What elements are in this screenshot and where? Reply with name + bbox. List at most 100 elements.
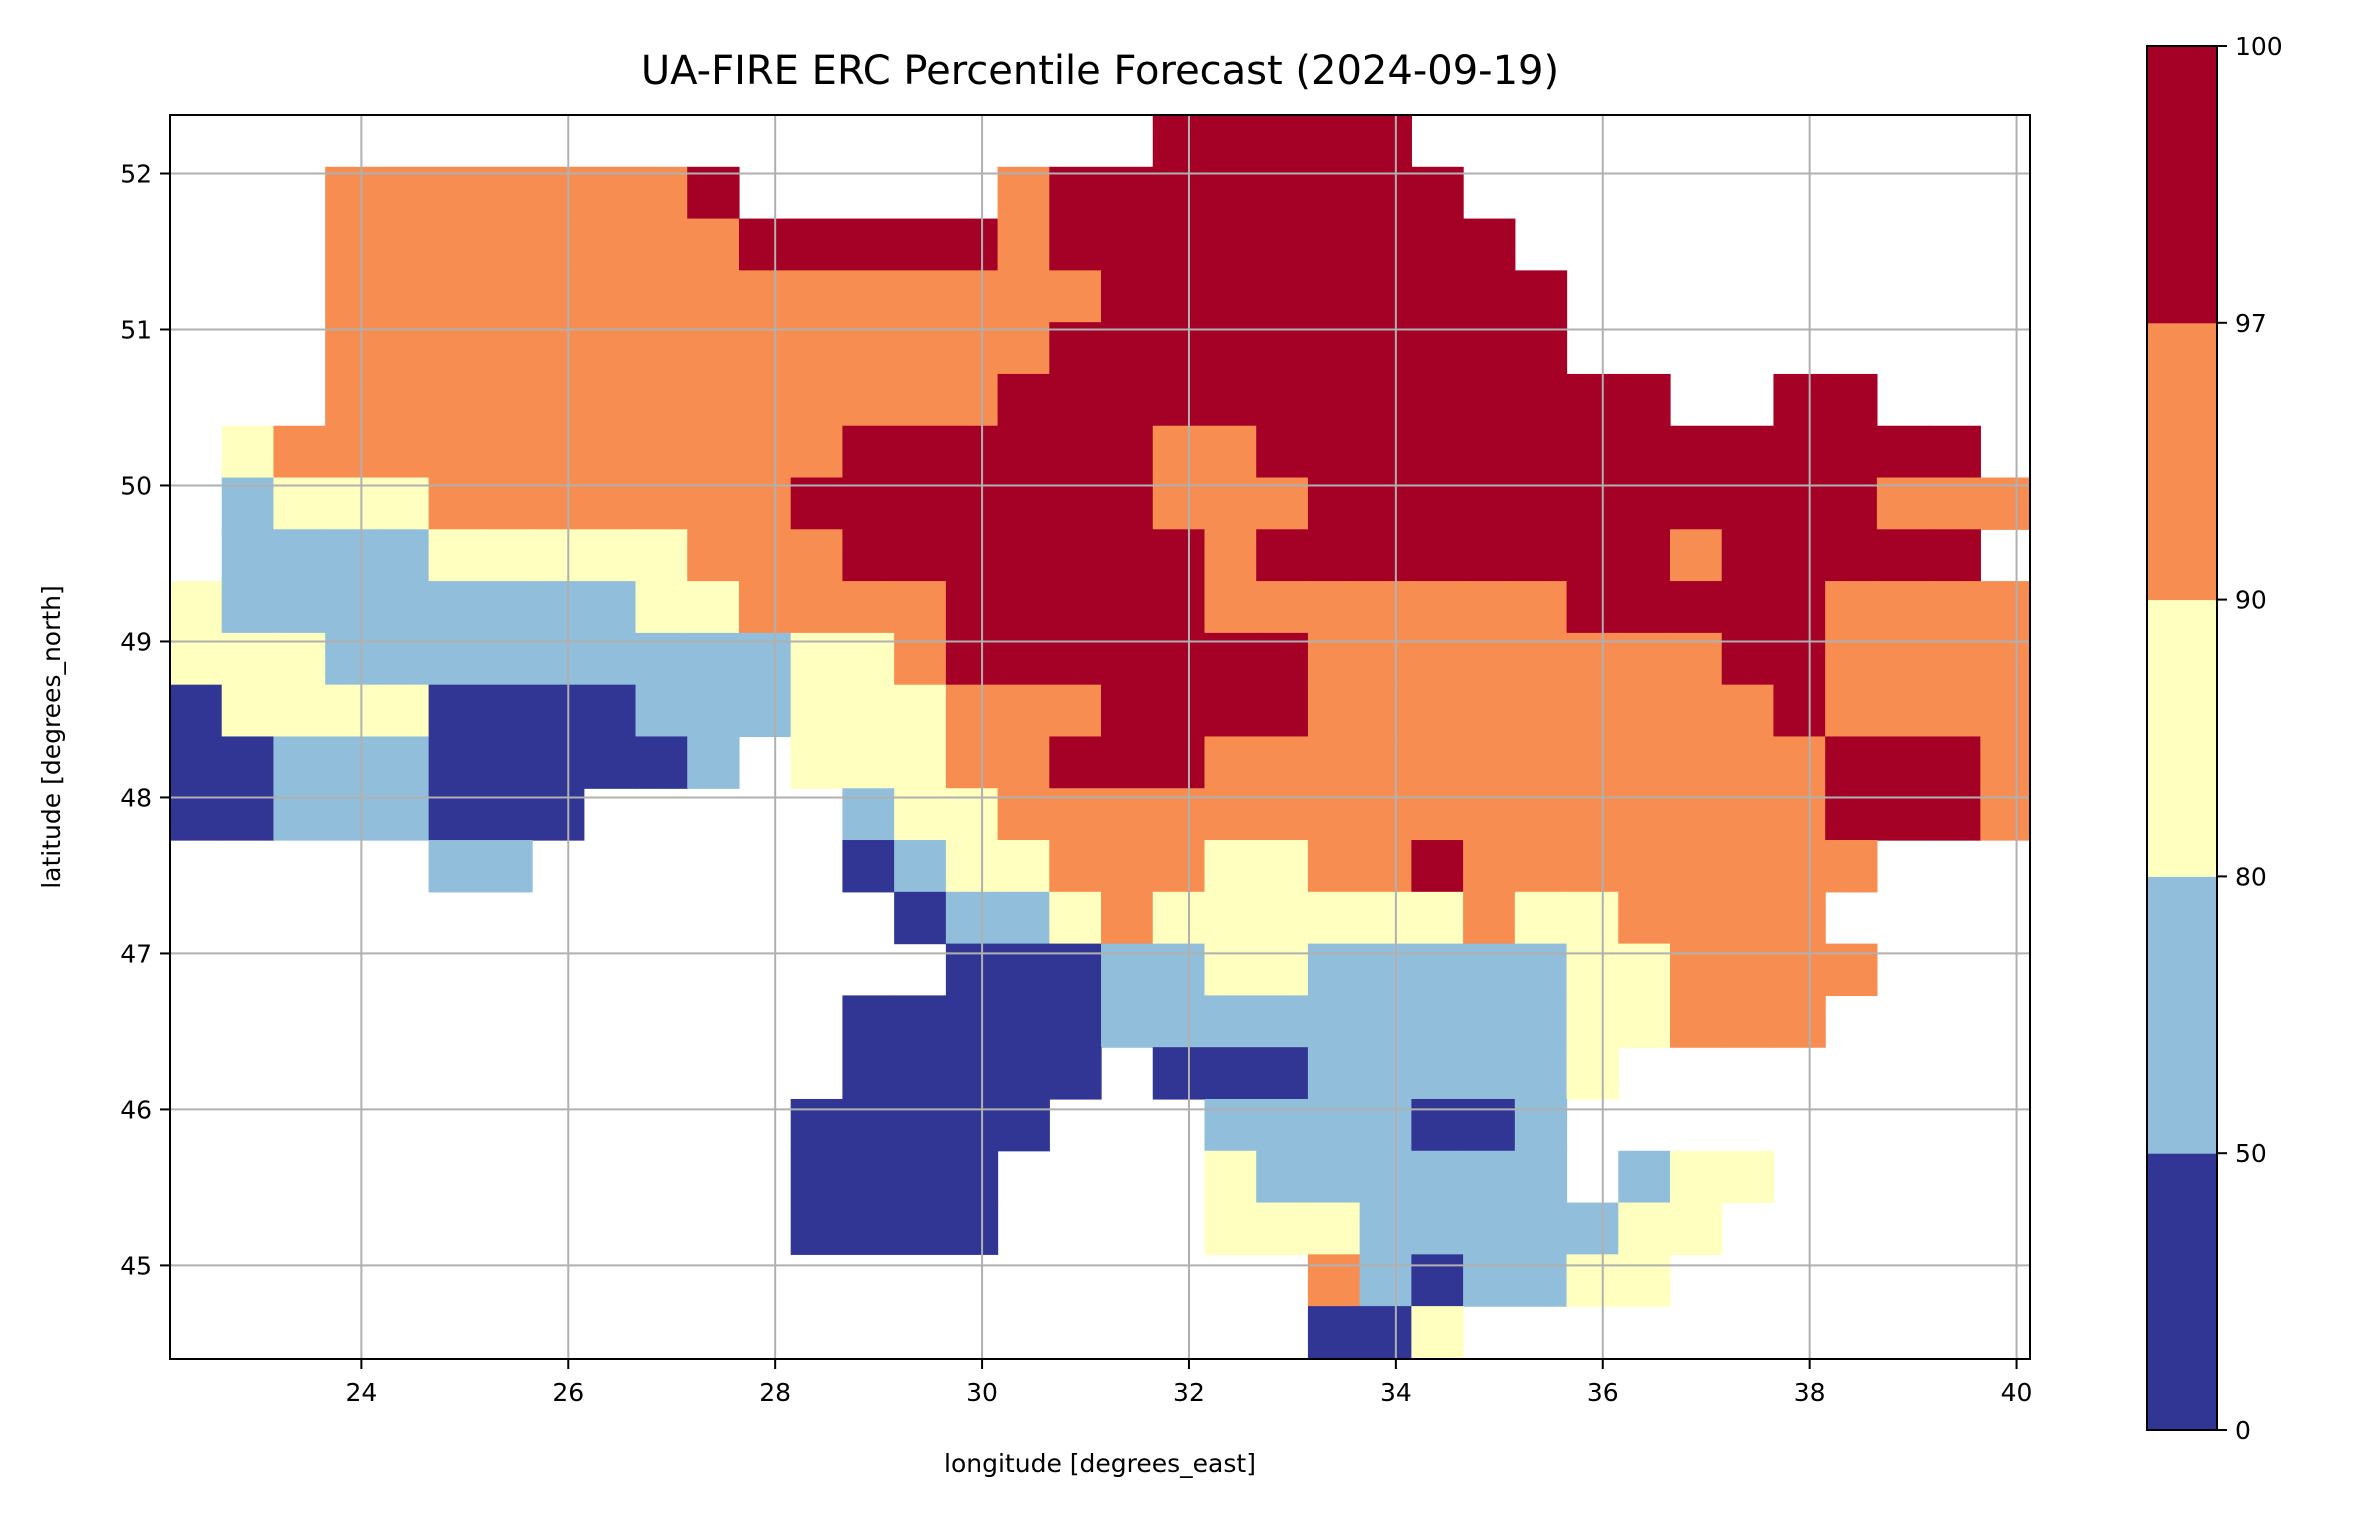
heatmap-cell xyxy=(1359,270,1412,323)
heatmap-cell xyxy=(1152,995,1206,1048)
heatmap-cell xyxy=(894,425,947,479)
y-tick-label: 48 xyxy=(120,783,152,812)
heatmap-cell xyxy=(842,425,895,479)
heatmap-cell xyxy=(1256,943,1309,996)
heatmap-cell xyxy=(997,218,1050,271)
heatmap-cell xyxy=(1670,1202,1723,1255)
y-axis-label: latitude [degrees_north] xyxy=(37,585,66,889)
heatmap-cell xyxy=(1101,736,1154,789)
heatmap-cell xyxy=(1204,115,1257,168)
heatmap-cell xyxy=(1307,788,1361,841)
x-axis-label: longitude [degrees_east] xyxy=(944,1449,1256,1478)
heatmap-cell xyxy=(945,1150,999,1204)
heatmap-cell xyxy=(1670,529,1723,582)
heatmap-cell xyxy=(1204,166,1257,220)
heatmap-cell xyxy=(583,166,637,220)
heatmap-cell xyxy=(945,943,999,996)
heatmap-cell xyxy=(945,1098,999,1152)
heatmap-cell xyxy=(325,788,378,841)
heatmap-cell xyxy=(1463,788,1516,841)
heatmap-cell xyxy=(1359,218,1412,271)
heatmap-cell xyxy=(1204,840,1257,893)
heatmap-cell xyxy=(1256,736,1309,789)
heatmap-cell xyxy=(325,373,378,427)
colorbar-frame xyxy=(2146,45,2218,1431)
heatmap-cell xyxy=(1359,1098,1412,1152)
heatmap-cell xyxy=(687,373,740,427)
heatmap-cell xyxy=(1152,1047,1206,1100)
heatmap-cell xyxy=(480,218,533,271)
heatmap-cell xyxy=(1256,373,1309,427)
heatmap-cell xyxy=(428,840,481,893)
heatmap-cell xyxy=(325,425,378,479)
heatmap-cell xyxy=(1411,1150,1464,1204)
heatmap-cell xyxy=(945,736,999,789)
heatmap-cell xyxy=(635,529,688,582)
heatmap-cell xyxy=(1670,995,1723,1048)
heatmap-cell xyxy=(480,788,533,841)
heatmap-cell xyxy=(1049,529,1102,582)
heatmap-cell xyxy=(790,322,844,375)
heatmap-cell xyxy=(1721,840,1775,893)
heatmap-cell xyxy=(1670,840,1723,893)
heatmap-cell xyxy=(1721,943,1775,996)
heatmap-cell xyxy=(1307,322,1361,375)
heatmap-cell xyxy=(945,788,999,841)
heatmap-cell xyxy=(1204,581,1257,634)
heatmap-cell xyxy=(997,166,1050,220)
heatmap-cell xyxy=(1152,684,1206,738)
heatmap-cell xyxy=(997,891,1050,945)
heatmap-cell xyxy=(1204,684,1257,738)
heatmap-cell xyxy=(790,1098,844,1152)
heatmap-cell xyxy=(894,1098,947,1152)
heatmap-cell xyxy=(1101,425,1154,479)
heatmap-cell xyxy=(945,1202,999,1255)
heatmap-cell xyxy=(894,373,947,427)
heatmap-cell xyxy=(1049,218,1102,271)
heatmap-cell xyxy=(1721,1150,1775,1204)
heatmap-cell xyxy=(1411,840,1464,893)
heatmap-cell xyxy=(1721,581,1775,634)
heatmap-cell xyxy=(997,322,1050,375)
heatmap-cell xyxy=(842,373,895,427)
heatmap-cell xyxy=(687,684,740,738)
heatmap-cell xyxy=(997,1047,1050,1100)
heatmap-cell xyxy=(1773,373,1826,427)
heatmap-cell xyxy=(1307,529,1361,582)
heatmap-cell xyxy=(1152,840,1206,893)
heatmap-cell xyxy=(1204,943,1257,996)
heatmap-cell xyxy=(945,373,999,427)
heatmap-cell xyxy=(1411,1306,1464,1359)
heatmap-cell xyxy=(1152,270,1206,323)
heatmap-cell xyxy=(1670,1150,1723,1204)
heatmap-cell xyxy=(376,166,430,220)
heatmap-cell xyxy=(1411,322,1464,375)
heatmap-cell xyxy=(894,788,947,841)
heatmap-cell xyxy=(583,373,637,427)
y-tick-label: 52 xyxy=(120,159,152,188)
heatmap-cell xyxy=(1049,425,1102,479)
heatmap-cell xyxy=(842,1150,895,1204)
heatmap-cell xyxy=(428,788,481,841)
heatmap-cell xyxy=(1359,166,1412,220)
heatmap-cell xyxy=(945,684,999,738)
heatmap-cell xyxy=(997,425,1050,479)
heatmap-cell xyxy=(376,788,430,841)
heatmap-cell xyxy=(1049,1047,1102,1100)
heatmap-cell xyxy=(894,891,947,945)
heatmap-cell xyxy=(1307,373,1361,427)
heatmap-cell xyxy=(532,166,585,220)
heatmap-cell xyxy=(1359,788,1412,841)
heatmap-cell xyxy=(1307,270,1361,323)
heatmap-cell xyxy=(480,373,533,427)
heatmap-cell xyxy=(1566,581,1619,634)
heatmap-cell xyxy=(325,684,378,738)
heatmap-cell xyxy=(1204,1047,1257,1100)
heatmap-cell xyxy=(1204,1150,1257,1204)
heatmap-cell xyxy=(945,529,999,582)
heatmap-cell xyxy=(1566,736,1619,789)
heatmap-cell xyxy=(635,373,688,427)
heatmap-cell xyxy=(1514,684,1568,738)
heatmap-cell xyxy=(790,1202,844,1255)
